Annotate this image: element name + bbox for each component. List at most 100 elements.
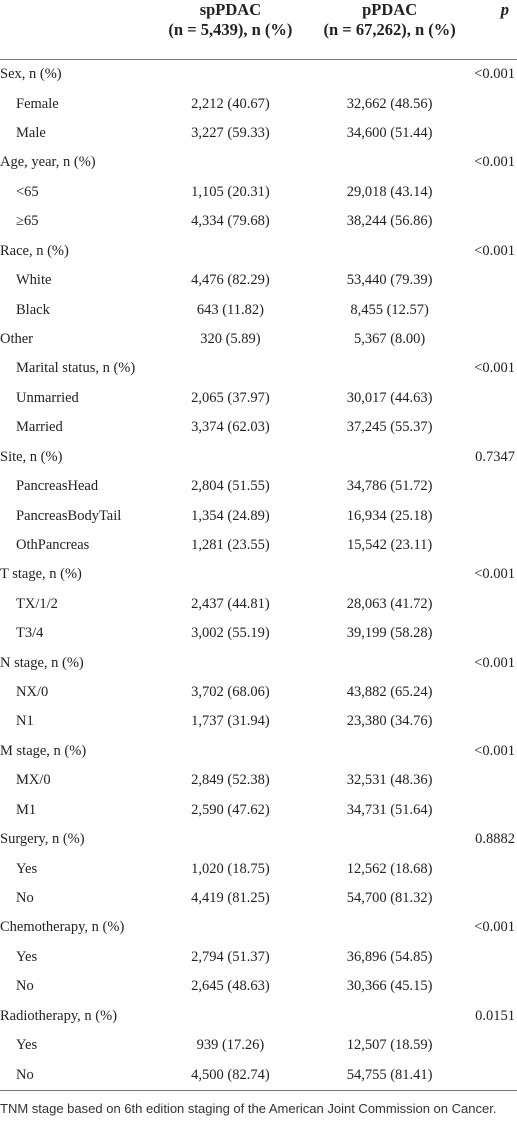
pp-cell: 32,662 (48.56) [346, 95, 433, 112]
p-value: <0.001 [474, 566, 515, 583]
p-value [474, 884, 517, 913]
sp-cell: 3,227 (59.33) [191, 125, 270, 142]
pp-cell: 30,017 (44.63) [346, 389, 433, 406]
row-label: Yes [16, 1037, 38, 1054]
p-value: <0.001 [474, 919, 515, 936]
table-row: M stage, n (%) <0.001 [0, 737, 517, 766]
sp-cell: 4,419 (81.25) [191, 890, 270, 907]
p-value [474, 295, 517, 324]
pp-cell: 43,882 (65.24) [346, 684, 433, 701]
table-row: Yes 1,020 (18.75) 12,562 (18.68) [0, 854, 517, 883]
table-row: T3/4 3,002 (55.19) 39,199 (58.28) [0, 619, 517, 648]
pp-cell: 28,063 (41.72) [346, 595, 433, 612]
row-label: Age, year, n (%) [0, 154, 96, 171]
sp-cell: 3,702 (68.06) [191, 684, 270, 701]
pp-cell: 5,367 (8.00) [353, 331, 426, 347]
pp-cell: 37,245 (55.37) [346, 419, 433, 436]
p-value [474, 384, 517, 413]
table-row: Yes 939 (17.26) 12,507 (18.59) [0, 1031, 517, 1060]
pp-cell: 39,199 (58.28) [346, 625, 433, 642]
row-label: PancreasHead [16, 478, 99, 495]
header-text: spPDAC [199, 0, 262, 19]
row-label: White [16, 272, 52, 289]
table-row: Male 3,227 (59.33) 34,600 (51.44) [0, 119, 517, 148]
pp-cell: 16,934 (25.18) [346, 507, 433, 524]
header-cell: spPDAC (n = 5,439), n (%) [155, 0, 306, 60]
pp-cell: 38,244 (56.86) [346, 213, 433, 230]
pp-cell: 30,366 (45.15) [346, 978, 433, 995]
pp-cell: 32,531 (48.36) [346, 772, 433, 789]
header-text: p [500, 0, 509, 19]
p-value [474, 854, 517, 883]
row-label: N stage, n (%) [0, 654, 84, 671]
table-row: Female 2,212 (40.67) 32,662 (48.56) [0, 89, 517, 118]
table-row: MX/0 2,849 (52.38) 32,531 (48.36) [0, 766, 517, 795]
p-value [474, 1060, 517, 1091]
sp-cell: 2,437 (44.81) [191, 595, 270, 612]
table-row: M1 2,590 (47.62) 34,731 (51.64) [0, 796, 517, 825]
sp-cell [156, 60, 305, 90]
sp-cell [156, 913, 305, 942]
row-label: Yes [16, 948, 38, 965]
pp-cell: 12,562 (18.68) [346, 860, 433, 877]
row-label: ≥65 [16, 213, 39, 230]
sp-cell [156, 737, 305, 766]
p-value: <0.001 [474, 654, 515, 671]
pp-cell: 54,700 (81.32) [346, 890, 433, 907]
sp-cell [156, 148, 305, 177]
table-row: Race, n (%) <0.001 [0, 237, 517, 266]
table-row: Chemotherapy, n (%) <0.001 [0, 913, 517, 942]
table-row: N stage, n (%) <0.001 [0, 648, 517, 677]
table-row: Other 320 (5.89) 5,367 (8.00) [0, 325, 517, 354]
table-row: Site, n (%) 0.7347 [0, 442, 517, 471]
p-value: <0.001 [474, 242, 515, 259]
sp-cell [156, 237, 305, 266]
row-label: <65 [16, 183, 39, 200]
row-label: PancreasBodyTail [16, 507, 122, 524]
p-value [474, 1031, 517, 1060]
row-label: OthPancreas [16, 536, 90, 553]
pp-cell [305, 354, 474, 383]
sp-cell: 2,849 (52.38) [191, 772, 270, 789]
sp-cell: 1,020 (18.75) [191, 860, 270, 877]
pp-cell: 15,542 (23.11) [346, 536, 433, 553]
row-label: M1 [16, 801, 37, 818]
row-label: T3/4 [16, 625, 44, 642]
table-row: No 4,419 (81.25) 54,700 (81.32) [0, 884, 517, 913]
table-header: spPDAC (n = 5,439), n (%) pPDAC (n = 67,26… [0, 0, 517, 60]
pp-cell: 29,018 (43.14) [346, 183, 433, 200]
pp-cell [305, 737, 474, 766]
sp-cell [156, 1002, 305, 1031]
row-label: M stage, n (%) [0, 742, 87, 759]
p-value [474, 531, 517, 560]
sp-cell [156, 354, 305, 383]
pp-cell: 53,440 (79.39) [346, 272, 433, 289]
row-label: NX/0 [16, 684, 49, 701]
row-label: Radiotherapy, n (%) [0, 1007, 118, 1024]
row-label: Unmarried [16, 389, 79, 406]
sp-cell: 939 (17.26) [196, 1037, 265, 1054]
p-value: 0.8882 [475, 831, 515, 848]
p-value: <0.001 [474, 742, 515, 759]
p-value [474, 266, 517, 295]
header-cell: p [474, 0, 517, 60]
row-label: Married [16, 419, 63, 436]
row-label: Black [16, 301, 50, 318]
table-row: Married 3,374 (62.03) 37,245 (55.37) [0, 413, 517, 442]
pp-cell: 34,600 (51.44) [346, 125, 433, 142]
row-label: Site, n (%) [0, 448, 63, 465]
row-label: Chemotherapy, n (%) [0, 919, 125, 936]
table-row: Sex, n (%) <0.001 [0, 60, 517, 90]
table-row: T stage, n (%) <0.001 [0, 560, 517, 589]
sp-cell: 3,374 (62.03) [191, 419, 270, 436]
row-label: Male [16, 125, 46, 142]
p-value [474, 472, 517, 501]
row-label: No [16, 978, 34, 995]
pp-cell [305, 1002, 474, 1031]
row-label: Yes [16, 860, 38, 877]
pp-cell [305, 148, 474, 177]
footnote: TNM stage based on 6th edition staging o… [0, 1100, 497, 1116]
sp-cell: 3,002 (55.19) [191, 625, 270, 642]
table-row: Age, year, n (%) <0.001 [0, 148, 517, 177]
row-label: No [16, 890, 34, 907]
